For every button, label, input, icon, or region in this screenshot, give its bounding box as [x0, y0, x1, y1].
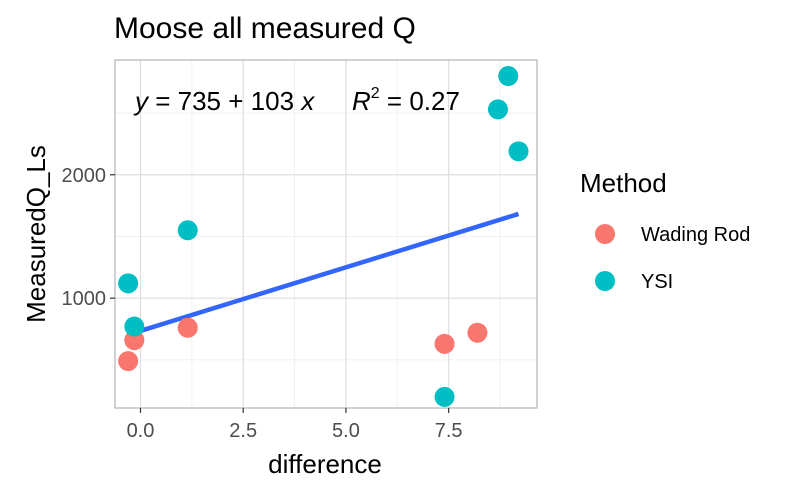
x-tick-label: 5.0	[332, 420, 360, 442]
y-tick-label: 1000	[62, 288, 107, 310]
eq-y-var: y	[133, 86, 150, 116]
data-point	[434, 386, 455, 407]
r-var: R	[352, 86, 371, 116]
x-tick-label: 7.5	[435, 420, 463, 442]
x-tick-label: 0.0	[127, 420, 155, 442]
r-value: = 0.27	[380, 86, 460, 116]
x-axis-title: difference	[268, 449, 382, 479]
x-tick-label: 2.5	[229, 420, 257, 442]
y-tick-label: 2000	[62, 165, 107, 187]
data-point	[124, 316, 145, 337]
regression-line	[127, 211, 520, 337]
data-point	[487, 99, 508, 120]
eq-slope: 103	[251, 86, 294, 116]
legend-label: YSI	[641, 271, 673, 293]
data-point	[434, 333, 455, 354]
data-point	[177, 317, 198, 338]
data-point	[467, 322, 488, 343]
legend: Method Wading Rod YSI	[580, 168, 750, 293]
legend-key	[595, 271, 615, 291]
eq-intercept: 735	[178, 86, 221, 116]
legend-label: Wading Rod	[641, 224, 750, 246]
regression-equation: y = 735 + 103 x	[133, 86, 315, 116]
eq-equals: =	[148, 86, 178, 116]
data-point	[498, 66, 519, 87]
r-squared: R2 = 0.27	[352, 85, 460, 116]
plot-panel: 0.0 2.5 5.0 7.5 1000 2000	[62, 59, 538, 442]
data-point	[118, 273, 139, 294]
legend-title: Method	[580, 168, 667, 198]
legend-key	[595, 224, 615, 244]
eq-plus: +	[221, 86, 251, 116]
chart-title: Moose all measured Q	[114, 12, 416, 45]
y-axis-title: MeasuredQ_Ls	[21, 145, 51, 323]
r-sup: 2	[371, 85, 380, 102]
data-point	[508, 141, 529, 162]
data-point	[118, 351, 139, 372]
eq-x-var: x	[294, 86, 315, 116]
panel-border	[114, 59, 538, 409]
data-point	[177, 220, 198, 241]
